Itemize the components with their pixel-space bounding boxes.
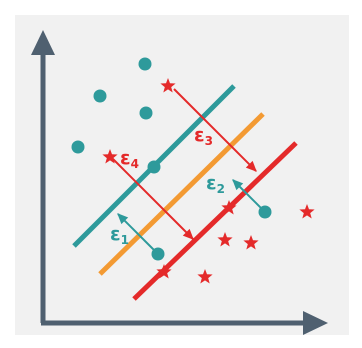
red-star-icon [243, 235, 259, 250]
epsilon-3-label: ε3 [194, 124, 213, 148]
teal-point [258, 205, 272, 219]
red-star-icon [217, 232, 233, 247]
epsilon-2-label: ε2 [206, 172, 225, 196]
teal-point [151, 247, 165, 261]
teal-point [93, 89, 107, 103]
epsilon-4-arrow [111, 157, 194, 240]
teal-point [147, 160, 161, 174]
epsilon-2-arrow [232, 179, 266, 213]
teal-point [138, 57, 152, 71]
red-star-icon [102, 149, 118, 164]
epsilon-1-label: ε1 [110, 223, 129, 247]
red-star-icon [156, 264, 172, 279]
red-star-icon [299, 204, 315, 219]
y-axis-arrow-icon [31, 30, 55, 55]
epsilon-4-label: ε4 [120, 147, 139, 171]
x-axis-arrow-icon [303, 311, 328, 335]
epsilon-1-arrow [117, 213, 159, 255]
teal-point [139, 106, 153, 120]
epsilon-3-arrow [173, 88, 257, 172]
teal-point [71, 140, 85, 154]
red-star-icon [160, 78, 176, 93]
orange-separating-line [98, 112, 265, 276]
diagram-panel [15, 15, 349, 335]
red-stars-group [102, 78, 315, 284]
red-star-icon [221, 200, 237, 215]
red-star-icon [197, 269, 213, 284]
